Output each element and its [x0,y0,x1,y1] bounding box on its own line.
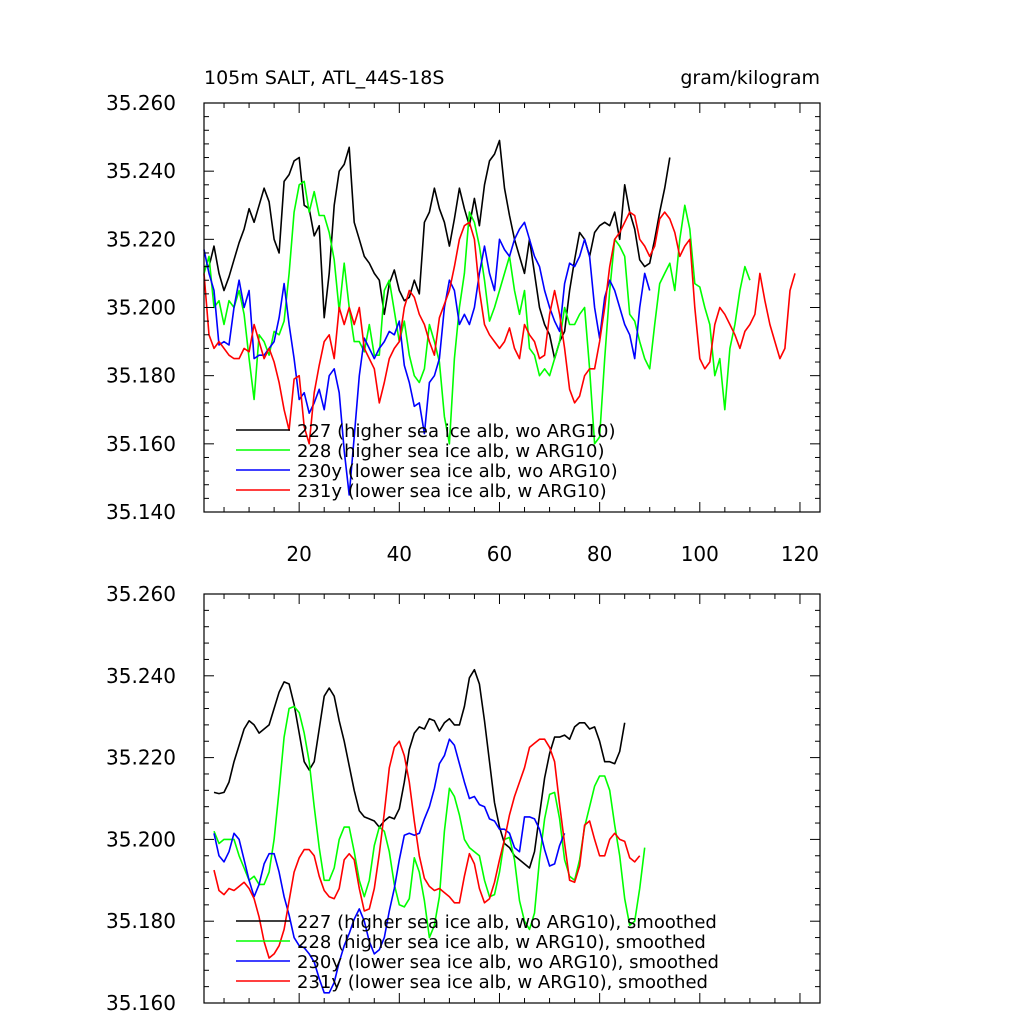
legend-label: 227 (higher sea ice alb, wo ARG10), smoo… [297,912,717,933]
y-tick-label: 35.240 [106,159,176,183]
top-chart: 35.140 35.160 35.180 35.200 35.220 35.240 35.2… [106,91,821,566]
plot-frame [203,102,821,513]
legend-label: 231y (lower sea ice alb, w ARG10), smoot… [297,972,708,993]
legend-label: 227 (higher sea ice alb, wo ARG10) [297,421,616,442]
series-line-2 [203,180,751,445]
y-tick-label: 35.160 [106,991,176,1015]
series-line-4 [203,211,796,445]
series-line-1 [204,139,671,360]
series-line-1 [213,668,626,869]
legend: 227 (higher sea ice alb, wo ARG10), smoo… [236,912,719,993]
legend-label: 228 (higher sea ice alb, w ARG10) [297,441,604,462]
series-line-3 [203,221,651,496]
y-tick-label: 35.160 [106,432,176,456]
legend: 227 (higher sea ice alb, wo ARG10)228 (h… [236,421,618,502]
y-tick-label: 35.240 [106,664,176,688]
x-tick-label: 60 [487,542,512,566]
units-label: gram/kilogram [680,67,820,89]
legend-label: 228 (higher sea ice alb, w ARG10), smoot… [297,932,706,953]
x-tick-label: 40 [387,542,412,566]
y-tick-label: 35.200 [106,296,176,320]
series-line-4 [213,738,641,959]
y-tick-label: 35.200 [106,827,176,851]
bottom-chart: 35.160 35.180 35.200 35.220 35.240 35.260 227… [106,582,821,1015]
y-tick-label: 35.260 [106,582,176,606]
y-tick-label: 35.140 [106,500,176,524]
plot-frame [203,593,821,1004]
x-tick-label: 20 [286,542,311,566]
x-tick-label: 100 [681,542,719,566]
legend-label: 230y (lower sea ice alb, wo ARG10) [297,461,618,482]
y-tick-label: 35.180 [106,909,176,933]
x-tick-label: 80 [587,542,612,566]
y-tick-label: 35.220 [106,227,176,251]
y-tick-label: 35.220 [106,746,176,770]
chart-title: 105m SALT, ATL_44S-18S [204,67,444,89]
y-tick-label: 35.260 [106,91,176,115]
y-tick-label: 35.180 [106,364,176,388]
legend-label: 231y (lower sea ice alb, w ARG10) [297,481,607,502]
series-line-2 [213,705,646,939]
legend-label: 230y (lower sea ice alb, wo ARG10), smoo… [297,952,719,973]
x-tick-label: 120 [781,542,819,566]
